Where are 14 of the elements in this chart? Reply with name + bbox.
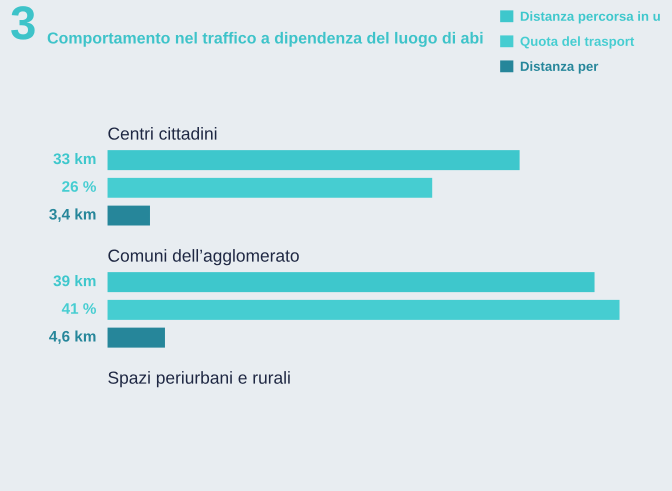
y-tick-label: Centri cittadini [108,127,216,140]
legend-label: Quota del trasport [520,36,634,49]
data-label: 26 % [62,181,96,192]
y-tick-label: Spazi periurbani e rurali [108,371,290,388]
legend-label: Distanza percorsa in u [520,11,660,24]
data-label: 4,6 km [49,330,96,344]
data-label: 33 km [53,152,96,164]
text: 3 [11,6,35,40]
data-label: 39 km [53,275,96,286]
y-tick-label: Comuni dell’agglomerato [108,249,299,266]
data-label: 41 % [62,303,96,314]
data-label: 3,4 km [49,208,96,222]
legend-label: Distanza per [520,61,598,74]
chart-title: Comportamento nel traffico a dipendenza del luogo di abi [48,32,483,47]
